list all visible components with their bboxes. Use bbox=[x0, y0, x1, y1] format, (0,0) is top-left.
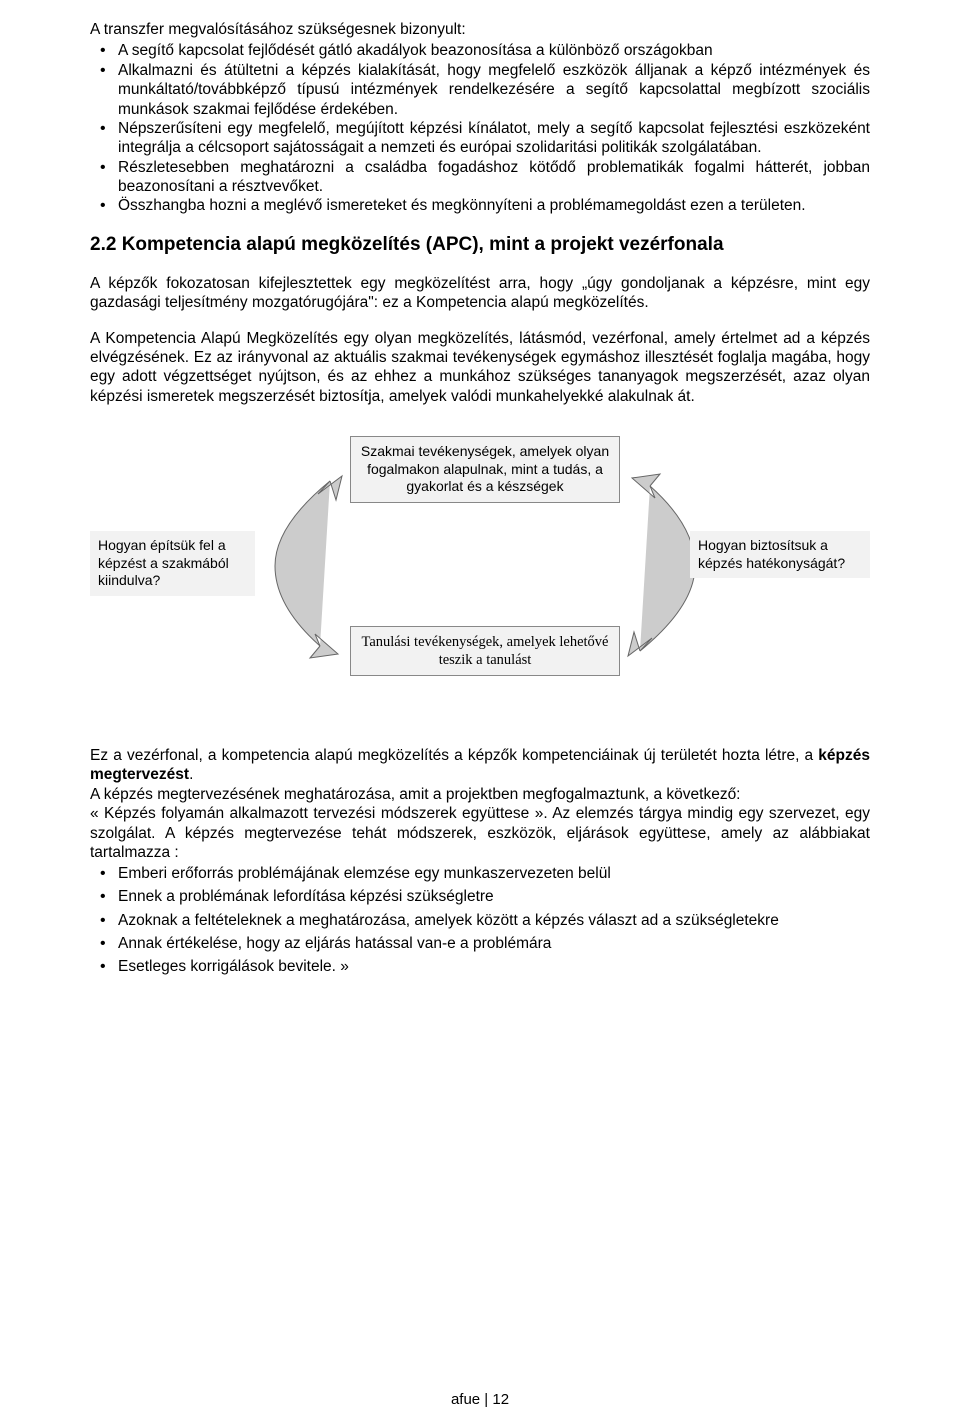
bullet-item: Emberi erőforrás problémájának elemzése … bbox=[90, 864, 870, 884]
footer-text-block: Ez a vezérfonal, a kompetencia alapú meg… bbox=[90, 746, 870, 862]
bullet-item: Esetleges korrigálások bevitele. » bbox=[90, 957, 870, 977]
para3-part1: Ez a vezérfonal, a kompetencia alapú meg… bbox=[90, 747, 818, 764]
bullet-item: A segítő kapcsolat fejlődését gátló akad… bbox=[90, 41, 870, 60]
diagram-left-box: Hogyan építsük fel a képzést a szakmából… bbox=[90, 531, 255, 596]
bullet-item: Népszerűsíteni egy megfelelő, megújított… bbox=[90, 119, 870, 158]
section-heading: 2.2 Kompetencia alapú megközelítés (APC)… bbox=[90, 234, 870, 256]
page-footer: afue | 12 bbox=[0, 1391, 960, 1408]
bullet-item: Azoknak a feltételeknek a meghatározása,… bbox=[90, 911, 870, 931]
left-arrow-icon bbox=[260, 466, 350, 666]
top-bullet-list: A segítő kapcsolat fejlődését gátló akad… bbox=[90, 41, 870, 215]
para4: A képzés megtervezésének meghatározása, … bbox=[90, 786, 741, 803]
bullet-item: Annak értékelése, hogy az eljárás hatáss… bbox=[90, 934, 870, 954]
intro-text: A transzfer megvalósításához szükségesne… bbox=[90, 20, 870, 39]
diagram-top-box: Szakmai tevékenységek, amelyek olyan fog… bbox=[350, 436, 620, 503]
bullet-item: Részletesebben meghatározni a családba f… bbox=[90, 158, 870, 197]
para3-part2: . bbox=[189, 766, 193, 783]
bottom-bullet-list: Emberi erőforrás problémájának elemzése … bbox=[90, 864, 870, 977]
para5: « Képzés folyamán alkalmazott tervezési … bbox=[90, 805, 870, 861]
bullet-item: Alkalmazni és átültetni a képzés kialakí… bbox=[90, 61, 870, 119]
apc-diagram: Szakmai tevékenységek, amelyek olyan fog… bbox=[90, 436, 870, 716]
paragraph-2: A Kompetencia Alapú Megközelítés egy oly… bbox=[90, 329, 870, 407]
diagram-bottom-box: Tanulási tevékenységek, amelyek lehetővé… bbox=[350, 626, 620, 676]
paragraph-1: A képzők fokozatosan kifejlesztettek egy… bbox=[90, 274, 870, 313]
bullet-item: Ennek a problémának lefordítása képzési … bbox=[90, 887, 870, 907]
diagram-right-box: Hogyan biztosítsuk a képzés hatékonyságá… bbox=[690, 531, 870, 578]
bullet-item: Összhangba hozni a meglévő ismereteket é… bbox=[90, 196, 870, 215]
